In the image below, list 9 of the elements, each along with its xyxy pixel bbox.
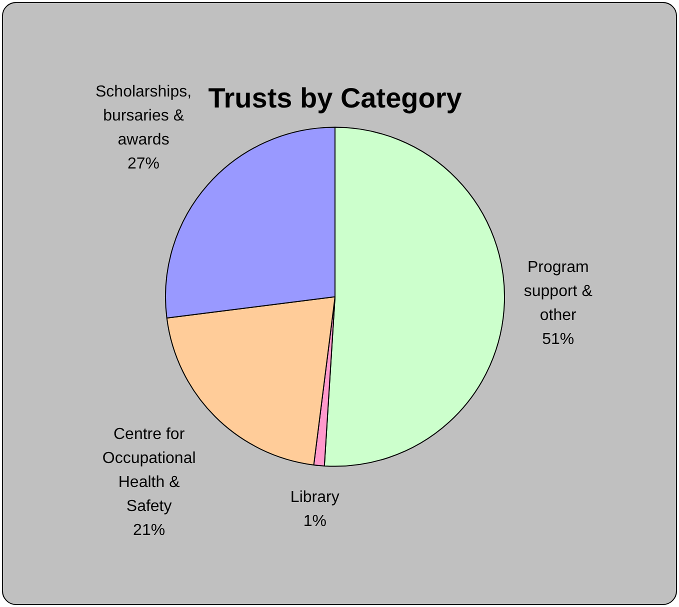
slice-label: Scholarships, bursaries & awards — [96, 83, 192, 148]
slice-label: Library — [290, 488, 340, 506]
data-label: 1% — [303, 512, 326, 530]
chart-title: Trusts by Category — [208, 82, 462, 114]
data-label: 21% — [133, 522, 166, 540]
data-label: 27% — [128, 155, 160, 172]
slice-label: Program support & other — [524, 259, 593, 324]
data-label: 51% — [542, 331, 574, 348]
slice-label: Centre for Occupational Health & Safety — [102, 426, 196, 516]
